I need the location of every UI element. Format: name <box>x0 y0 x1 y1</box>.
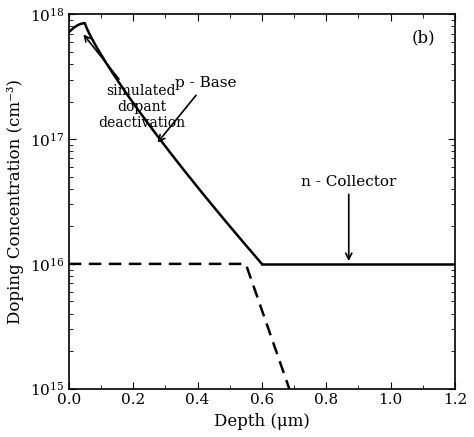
Y-axis label: Doping Concentration (cm⁻³): Doping Concentration (cm⁻³) <box>7 79 24 324</box>
X-axis label: Depth (μm): Depth (μm) <box>214 413 310 430</box>
Text: (b): (b) <box>412 29 436 46</box>
Text: simulated
dopant
deactivation: simulated dopant deactivation <box>84 36 185 131</box>
Text: n - Collector: n - Collector <box>301 175 396 259</box>
Text: p - Base: p - Base <box>159 76 237 141</box>
